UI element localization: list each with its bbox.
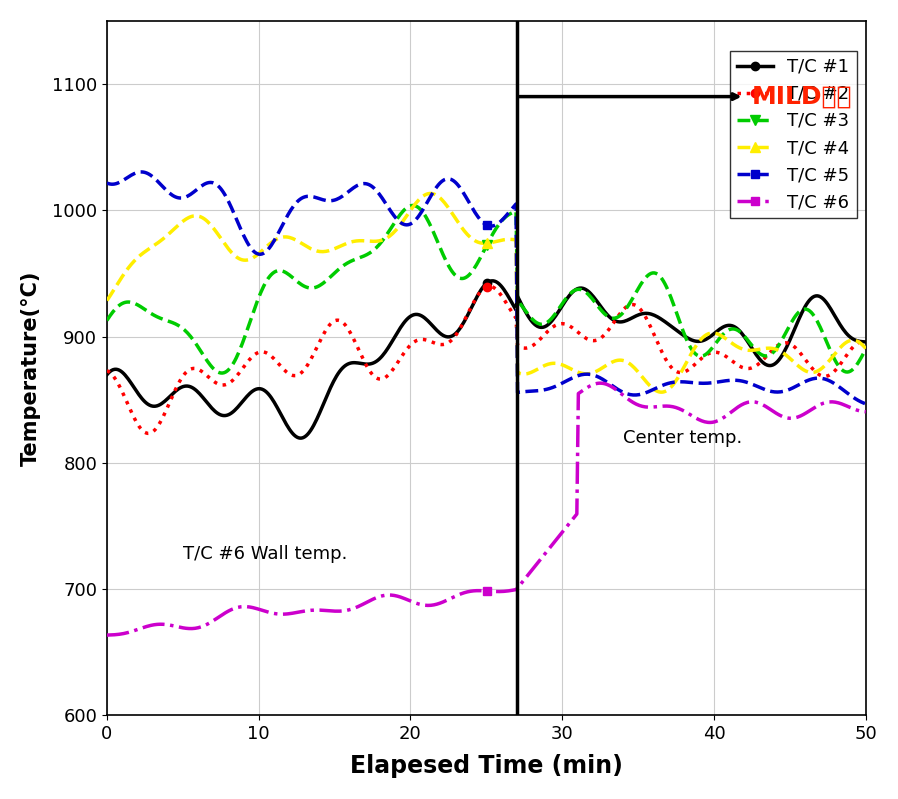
T/C #4	[555, 360, 566, 369]
T/C #2	[483, 281, 494, 291]
T/C #5	[860, 399, 871, 408]
T/C #4	[426, 189, 436, 198]
T/C #1	[468, 299, 479, 308]
T/C #6	[467, 586, 478, 596]
T/C #4	[726, 339, 737, 348]
T/C #2	[860, 336, 871, 346]
T/C #2	[143, 428, 154, 438]
T/C #4	[514, 368, 524, 378]
T/C #1	[488, 276, 498, 286]
T/C #4	[468, 235, 479, 244]
T/C #4	[860, 344, 871, 353]
T/C #3	[556, 300, 567, 309]
T/C #6	[860, 407, 871, 416]
T/C #1	[726, 321, 737, 331]
T/C #6	[725, 407, 735, 417]
T/C #3	[860, 344, 871, 354]
T/C #2	[468, 298, 479, 308]
T/C #1	[515, 298, 526, 308]
T/C #1	[860, 337, 871, 347]
T/C #5	[725, 376, 735, 385]
T/C #4	[101, 296, 112, 305]
T/C #2	[556, 319, 567, 328]
Line: T/C #2: T/C #2	[107, 286, 866, 433]
Line: T/C #4: T/C #4	[107, 193, 866, 392]
T/C #3	[515, 300, 526, 309]
X-axis label: Elapesed Time (min): Elapesed Time (min)	[350, 754, 623, 778]
T/C #4	[656, 388, 667, 397]
T/C #3	[101, 316, 112, 325]
T/C #5	[463, 197, 474, 207]
Line: T/C #1: T/C #1	[107, 281, 866, 438]
T/C #5	[468, 205, 479, 215]
T/C #1	[101, 370, 112, 380]
T/C #6	[462, 587, 472, 597]
T/C #6	[553, 532, 564, 542]
Line: T/C #5: T/C #5	[107, 172, 866, 403]
T/C #3	[726, 324, 737, 334]
T/C #4	[845, 336, 856, 345]
T/C #2	[463, 307, 474, 316]
T/C #5	[514, 388, 524, 397]
T/C #3	[470, 263, 480, 272]
Line: T/C #6: T/C #6	[107, 384, 866, 635]
T/C #2	[515, 342, 526, 352]
T/C #4	[463, 231, 474, 240]
T/C #1	[845, 332, 856, 342]
Text: MILD연소: MILD연소	[752, 85, 852, 109]
T/C #1	[463, 308, 474, 317]
T/C #6	[594, 379, 605, 388]
T/C #5	[844, 390, 855, 400]
T/C #5	[555, 380, 566, 389]
T/C #2	[101, 366, 112, 376]
Line: T/C #3: T/C #3	[107, 205, 866, 373]
T/C #2	[726, 356, 737, 366]
T/C #6	[512, 583, 523, 593]
Legend: T/C #1, T/C #2, T/C #3, T/C #4, T/C #5, T/C #6: T/C #1, T/C #2, T/C #3, T/C #4, T/C #5, …	[730, 50, 857, 218]
T/C #5	[101, 178, 112, 188]
T/C #3	[217, 368, 228, 378]
T/C #2	[845, 345, 856, 355]
T/C #3	[465, 268, 476, 278]
Text: Center temp.: Center temp.	[623, 428, 743, 447]
Text: T/C #6 Wall temp.: T/C #6 Wall temp.	[183, 545, 348, 562]
T/C #3	[845, 366, 856, 376]
T/C #1	[556, 302, 567, 312]
T/C #6	[101, 630, 112, 640]
Y-axis label: Temperature(°C): Temperature(°C)	[21, 270, 40, 466]
T/C #5	[136, 167, 147, 177]
T/C #6	[844, 402, 855, 411]
T/C #1	[295, 433, 305, 443]
T/C #3	[407, 201, 418, 210]
